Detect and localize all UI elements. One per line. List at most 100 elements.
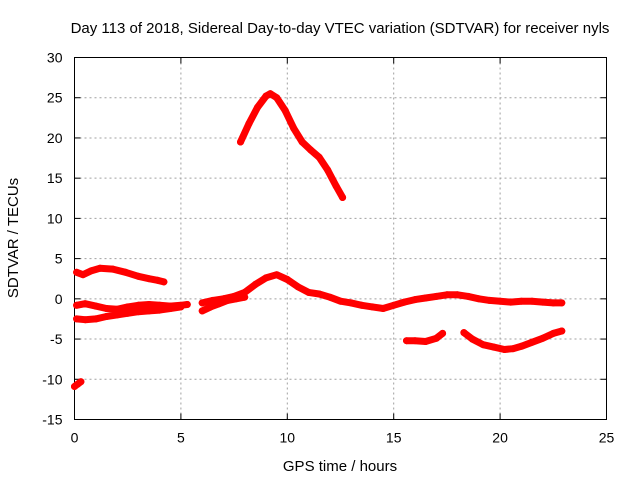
data-point bbox=[183, 301, 191, 308]
y-tick-label: 0 bbox=[55, 291, 63, 307]
data-point bbox=[96, 264, 104, 272]
data-point bbox=[156, 306, 164, 314]
x-tick-label: 10 bbox=[280, 430, 296, 446]
data-point bbox=[307, 146, 315, 154]
data-point bbox=[124, 309, 132, 317]
data-point bbox=[122, 268, 130, 276]
series-arc-left-low bbox=[71, 378, 85, 390]
data-point bbox=[298, 138, 306, 146]
data-point bbox=[315, 290, 323, 298]
data-point bbox=[290, 124, 298, 132]
data-point bbox=[81, 316, 89, 324]
data-point bbox=[198, 299, 206, 307]
series-arc-mid-low bbox=[403, 329, 447, 345]
y-tick-label: 25 bbox=[47, 90, 63, 106]
data-point bbox=[124, 303, 132, 311]
series-arc-right-low bbox=[460, 327, 566, 353]
data-point bbox=[134, 301, 142, 309]
data-point bbox=[73, 315, 81, 323]
data-point bbox=[273, 94, 281, 102]
data-point bbox=[558, 327, 566, 335]
y-tick-label: 20 bbox=[47, 130, 63, 146]
data-point bbox=[315, 153, 323, 161]
data-point bbox=[145, 307, 153, 315]
data-point bbox=[347, 299, 355, 307]
data-series bbox=[71, 90, 566, 390]
data-point bbox=[109, 265, 117, 273]
data-point bbox=[507, 298, 515, 306]
data-point bbox=[113, 311, 121, 319]
data-point bbox=[509, 345, 517, 353]
series-arc-main-c bbox=[198, 271, 566, 312]
data-point bbox=[113, 305, 121, 313]
data-point bbox=[500, 346, 508, 353]
data-point bbox=[432, 334, 440, 342]
data-point bbox=[305, 288, 313, 296]
data-point bbox=[73, 268, 81, 276]
data-point bbox=[486, 296, 493, 304]
x-tick-label: 15 bbox=[386, 430, 402, 446]
data-point bbox=[92, 315, 100, 323]
data-point bbox=[358, 301, 366, 309]
data-point bbox=[281, 107, 289, 115]
data-point bbox=[88, 267, 95, 275]
tick-labels: 0 5 10 15 20 25 -15 -10 -5 0 5 10 15 20 25 30 bbox=[42, 50, 614, 446]
data-point bbox=[145, 301, 153, 308]
y-tick-label: -5 bbox=[50, 331, 63, 347]
y-tick-label: 30 bbox=[47, 50, 63, 66]
data-point bbox=[460, 329, 468, 337]
data-point bbox=[324, 166, 332, 174]
data-point bbox=[160, 278, 168, 286]
data-point bbox=[439, 329, 447, 337]
data-point bbox=[403, 337, 410, 345]
data-point bbox=[432, 292, 440, 300]
plot-frame bbox=[74, 57, 607, 420]
data-point bbox=[254, 103, 261, 111]
data-point bbox=[490, 343, 498, 351]
data-point bbox=[134, 308, 142, 316]
data-point bbox=[241, 293, 249, 301]
data-point bbox=[177, 303, 185, 311]
data-point bbox=[517, 297, 525, 305]
y-tick-label: 15 bbox=[47, 170, 63, 186]
data-point bbox=[232, 295, 240, 303]
data-point bbox=[326, 293, 334, 301]
data-point bbox=[496, 297, 504, 305]
y-axis-label: SDTVAR / TECUs bbox=[5, 178, 22, 298]
series-line bbox=[73, 264, 168, 286]
series-arc-main-b bbox=[73, 303, 185, 324]
data-point bbox=[411, 296, 419, 304]
data-point bbox=[251, 280, 259, 288]
data-point bbox=[400, 298, 408, 306]
x-tick-label: 25 bbox=[599, 430, 615, 446]
data-point bbox=[558, 299, 566, 307]
data-point bbox=[464, 292, 472, 300]
series-arc-main-d bbox=[198, 293, 249, 315]
data-point bbox=[379, 305, 387, 312]
data-point bbox=[154, 276, 161, 284]
data-point bbox=[102, 305, 110, 312]
data-point bbox=[73, 301, 81, 309]
data-point bbox=[134, 272, 142, 280]
data-point bbox=[262, 274, 270, 282]
data-point bbox=[237, 138, 244, 146]
data-point bbox=[368, 303, 376, 311]
data-point bbox=[266, 90, 274, 98]
data-point bbox=[337, 297, 344, 305]
x-tick-label: 5 bbox=[177, 430, 185, 446]
data-point bbox=[468, 335, 476, 343]
data-point bbox=[273, 271, 281, 279]
x-axis-label: GPS time / hours bbox=[283, 458, 397, 475]
data-point bbox=[390, 301, 398, 309]
data-point bbox=[245, 120, 253, 127]
data-point bbox=[422, 294, 430, 302]
data-point bbox=[422, 338, 430, 345]
data-point bbox=[549, 329, 557, 337]
series-arc-peak bbox=[237, 90, 347, 201]
data-point bbox=[81, 300, 89, 308]
data-point bbox=[539, 334, 547, 342]
data-point bbox=[283, 276, 291, 283]
data-point bbox=[215, 300, 223, 308]
data-point bbox=[92, 302, 100, 310]
